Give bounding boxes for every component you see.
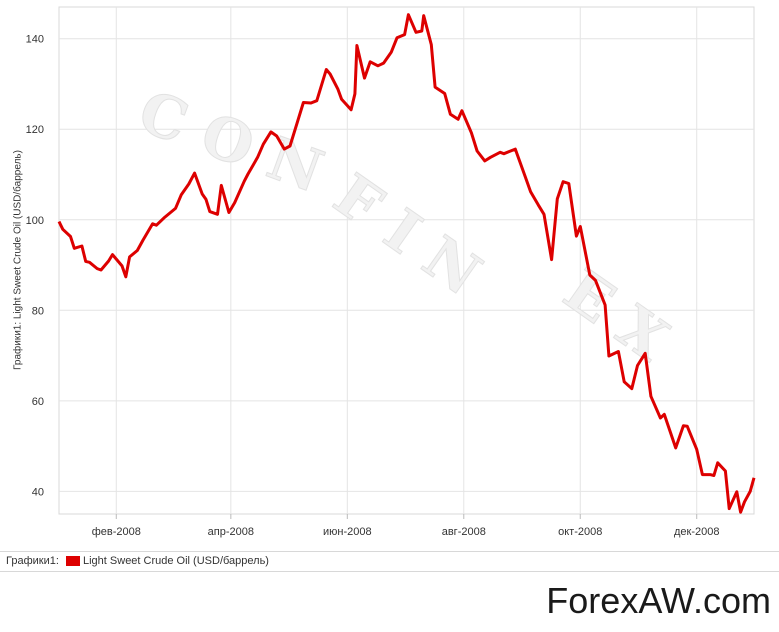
x-tick-label: авг-2008 [442,526,486,538]
x-tick-label: дек-2008 [674,526,719,538]
legend: Графики1: Light Sweet Crude Oil (USD/бар… [0,551,779,572]
plot-frame [58,6,755,515]
x-tick-label: фев-2008 [92,526,141,538]
y-tick-label: 120 [26,124,44,136]
legend-swatch [66,556,80,566]
x-tick-label: окт-2008 [558,526,602,538]
y-tick-label: 140 [26,34,44,46]
legend-prefix: Графики1: [6,555,59,567]
chart-area: Графики1: Light Sweet Crude Oil (USD/бар… [13,6,756,538]
x-tick-label: апр-2008 [208,526,254,538]
legend-series-name: Light Sweet Crude Oil (USD/баррель) [83,555,269,567]
watermark-text: EX [552,256,697,386]
watermark-text: FIN [322,161,510,321]
y-tick-label: 40 [32,486,44,498]
y-tick-label: 100 [26,215,44,227]
y-tick-label: 80 [32,305,44,317]
x-tick-label: июн-2008 [323,526,372,538]
series-line-light-sweet-crude [57,13,756,514]
line-chart: 40 60 80 100 120 140 фев-2008 апр-2008 июн-2008 а… [26,6,756,538]
y-tick-label: 60 [32,396,44,408]
brand-logo-text: ForexAW.com [546,580,771,621]
